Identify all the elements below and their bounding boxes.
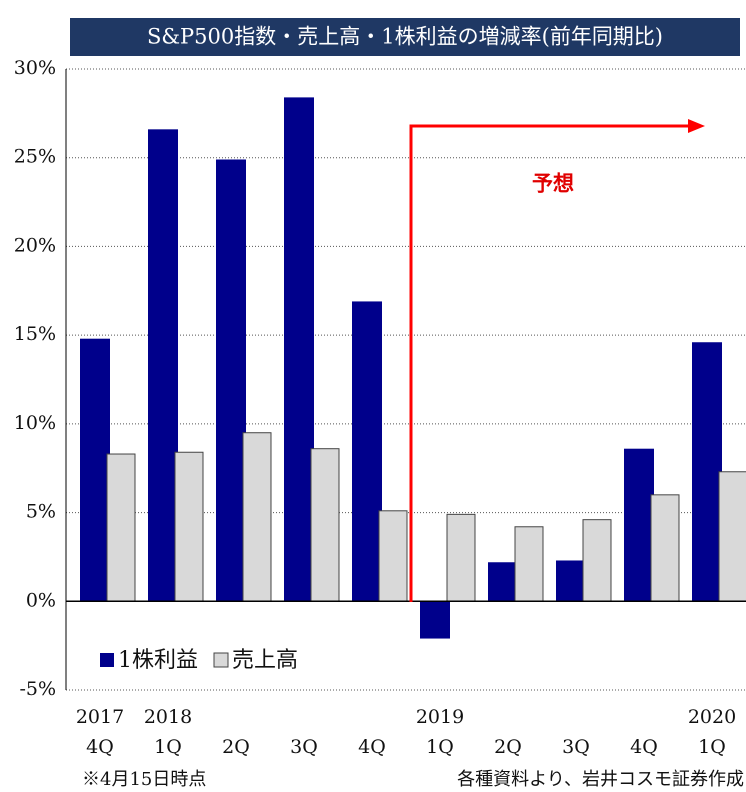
bar [488,562,518,602]
bar [556,560,586,602]
bar [174,451,204,602]
bar [446,513,476,602]
y-tick-label: 25% [14,146,56,168]
legend-label: 1株利益 [118,648,198,673]
x-year-label: 2017 [76,706,124,728]
bar [378,510,408,602]
x-year-label: 2018 [144,706,192,728]
y-tick-label: 20% [14,234,56,256]
bar [582,519,612,602]
x-tick-label: 2Q [222,736,250,758]
bar [106,453,136,602]
bar [216,159,246,602]
bar [650,494,680,602]
x-year-label: 2020 [688,706,736,728]
bar [148,129,178,602]
x-tick-label: 1Q [426,736,454,758]
y-tick-label: 15% [14,323,56,345]
forecast-arrow [409,124,690,602]
bar [242,432,272,602]
legend-swatch [213,652,229,668]
y-tick-label: 0% [26,589,56,611]
arrow-head [688,119,705,133]
chart-title: S&P500指数・売上高・1株利益の増減率(前年同期比) [147,25,663,49]
y-tick-label: 10% [14,412,56,434]
x-tick-label: 1Q [154,736,182,758]
note: 各種資料より、岩井コスモ証券作成 [457,769,744,790]
bar [624,448,654,602]
legend-swatch [100,653,114,667]
note: ※4月15日時点 [82,769,206,790]
bar [80,338,110,602]
bar [514,526,544,602]
legend-label: 売上高 [232,648,298,673]
y-tick-label: 5% [26,501,56,523]
y-tick-label: 30% [14,57,56,79]
x-tick-label: 4Q [358,736,386,758]
x-tick-label: 3Q [562,736,590,758]
bar [718,471,746,602]
bar [692,342,722,602]
bar [420,601,450,639]
annotation: 予想 [532,171,574,196]
x-tick-label: 3Q [290,736,318,758]
x-tick-label: 1Q [698,736,726,758]
bar [352,301,382,602]
x-tick-label: 2Q [494,736,522,758]
bar [284,97,314,602]
x-tick-label: 4Q [86,736,114,758]
bar [310,448,340,602]
x-year-label: 2019 [416,706,464,728]
x-tick-label: 4Q [630,736,658,758]
title-banner [70,18,740,56]
y-tick-label: -5% [19,678,56,700]
